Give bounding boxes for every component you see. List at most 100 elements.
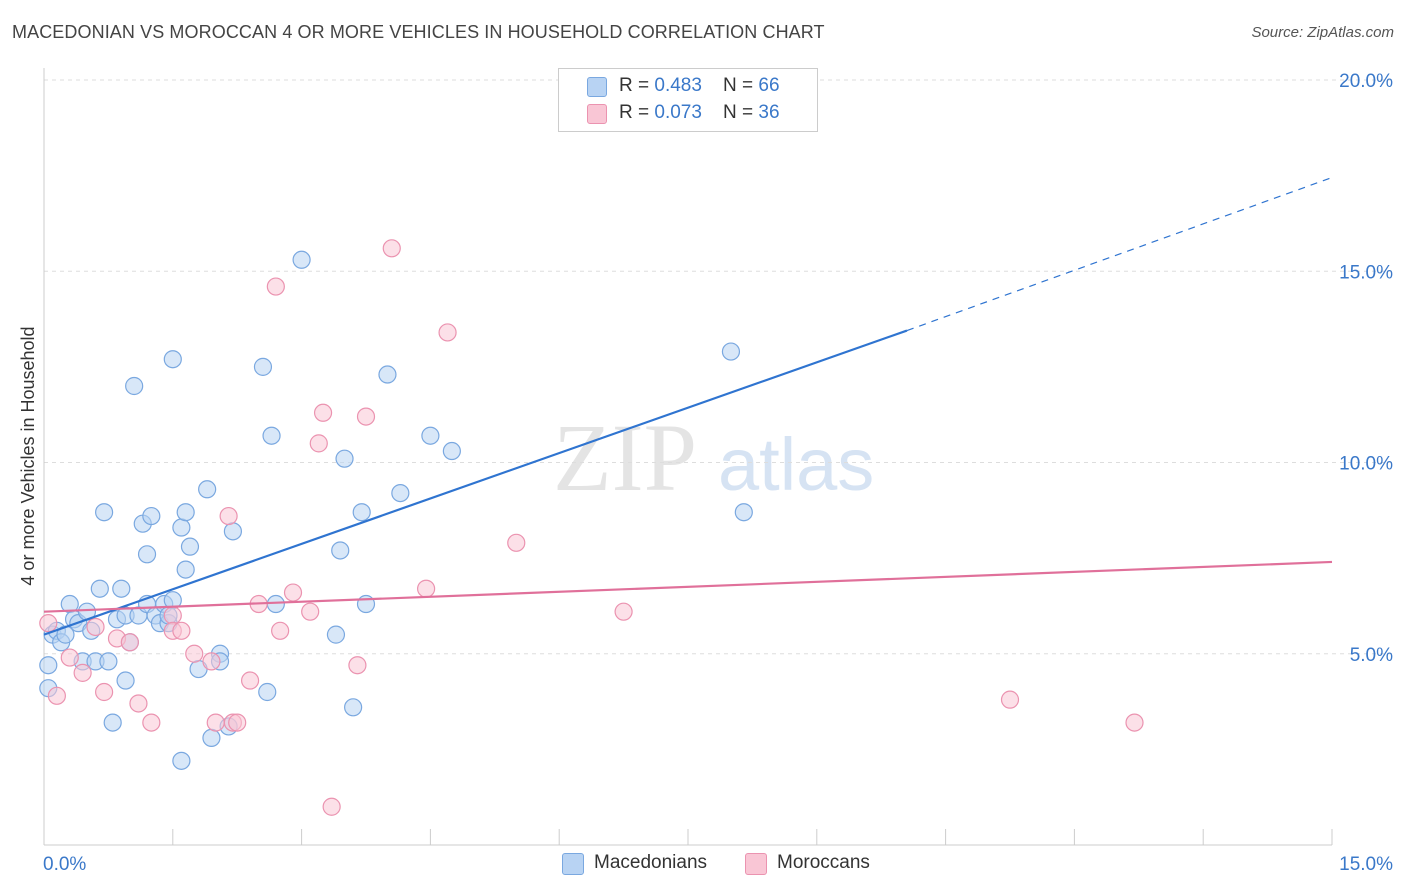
- y-tick-label: 10.0%: [1339, 454, 1393, 475]
- legend-swatch-blue: [587, 77, 607, 97]
- y-tick-label: 20.0%: [1339, 71, 1393, 92]
- moroccans-point: [313, 403, 333, 422]
- macedonians-point: [172, 518, 191, 537]
- macedonians-point: [335, 449, 354, 468]
- moroccans-point: [283, 583, 303, 602]
- moroccans-point: [219, 506, 238, 526]
- moroccans-point: [206, 713, 225, 732]
- moroccans-trend-line: [43, 560, 1333, 613]
- x-tick-label-min: 0.0%: [43, 854, 86, 875]
- moroccans-point: [47, 686, 66, 705]
- moroccans-point: [438, 323, 457, 342]
- moroccans-point: [507, 533, 526, 552]
- macedonians-point: [176, 560, 195, 579]
- moroccans-point: [382, 239, 401, 258]
- moroccans-point: [301, 602, 320, 621]
- macedonians-point: [198, 480, 217, 499]
- macedonians-point: [137, 545, 157, 564]
- moroccans-point: [614, 602, 633, 621]
- macedonians-point: [253, 357, 273, 376]
- moroccans-point: [266, 277, 285, 296]
- macedonians-point: [331, 541, 350, 560]
- watermark: ZIP atlas: [553, 404, 874, 511]
- axis-labels: 5.0% 10.0% 15.0% 20.0% 0.0% 15.0% 4 or more Ve…: [18, 71, 1393, 875]
- macedonians-point: [142, 506, 161, 526]
- legend-swatch-pink: [587, 104, 607, 124]
- legend-r-value: 0.073: [654, 102, 702, 123]
- macedonians-point: [163, 350, 182, 369]
- macedonians-point: [39, 656, 58, 675]
- macedonians-point: [378, 365, 397, 384]
- macedonians-point: [326, 625, 346, 644]
- legend-text-macedonians: R = 0.483 N = 66: [619, 75, 780, 97]
- macedonians-point: [721, 342, 741, 361]
- moroccans-point: [417, 579, 436, 598]
- macedonians-point: [202, 728, 221, 748]
- y-axis-title: 4 or more Vehicles in Household: [18, 326, 38, 585]
- macedonians-point: [99, 652, 118, 671]
- moroccans-points: [39, 239, 1144, 816]
- moroccans-point: [172, 621, 191, 640]
- moroccans-point: [142, 713, 161, 732]
- macedonians-point: [292, 250, 311, 269]
- macedonians-point: [112, 579, 131, 598]
- legend-r-label: R =: [619, 102, 655, 123]
- y-tick-label: 5.0%: [1350, 645, 1393, 666]
- moroccans-point: [185, 644, 204, 663]
- macedonians-point: [258, 682, 277, 702]
- moroccans-point: [240, 671, 260, 690]
- x-tick-label-max: 15.0%: [1339, 854, 1393, 875]
- bottom-legend-label: Macedonians: [594, 852, 708, 873]
- bottom-legend-label: Moroccans: [777, 852, 870, 873]
- macedonians-trend-line: [43, 329, 908, 636]
- macedonians-point: [125, 376, 144, 396]
- moroccans-point: [60, 648, 79, 667]
- macedonians-point: [223, 522, 243, 541]
- bottom-swatch-blue: [562, 853, 584, 875]
- macedonians-point: [391, 484, 410, 503]
- macedonians-point: [172, 751, 191, 770]
- moroccans-point: [129, 694, 148, 713]
- macedonians-point: [103, 713, 122, 732]
- stats-legend: R = 0.483 N = 66 R = 0.073 N = 36: [558, 68, 818, 132]
- macedonians-point: [352, 503, 371, 522]
- macedonians-point: [734, 503, 753, 522]
- macedonians-point: [421, 426, 440, 445]
- moroccans-point: [1125, 713, 1144, 732]
- moroccans-point: [356, 407, 376, 426]
- chart-title: MACEDONIAN VS MOROCCAN 4 OR MORE VEHICLE…: [12, 22, 825, 42]
- y-tick-label: 15.0%: [1339, 262, 1393, 283]
- watermark-zip: ZIP: [553, 404, 697, 511]
- macedonians-point: [180, 537, 200, 556]
- moroccans-point: [163, 606, 182, 625]
- moroccans-point: [228, 713, 247, 732]
- trend-lines: [43, 176, 1333, 636]
- moroccans-point: [86, 617, 105, 637]
- moroccans-point: [39, 614, 58, 633]
- legend-r-label: R =: [619, 75, 655, 96]
- macedonians-trend-extension: [906, 176, 1333, 332]
- moroccans-point: [95, 682, 114, 702]
- moroccans-point: [309, 434, 328, 453]
- bottom-swatch-pink: [745, 853, 767, 875]
- moroccans-point: [120, 633, 139, 652]
- legend-n-value: 66: [758, 75, 780, 96]
- macedonians-point: [116, 671, 135, 690]
- moroccans-point: [348, 656, 367, 675]
- axes: [43, 68, 1333, 846]
- macedonians-point: [442, 441, 461, 461]
- macedonians-point: [344, 698, 363, 717]
- moroccans-point: [1000, 690, 1020, 709]
- moroccans-point: [73, 663, 92, 682]
- legend-n-label: N =: [723, 102, 759, 123]
- legend-n-label: N =: [723, 75, 759, 96]
- macedonians-point: [95, 503, 114, 522]
- source-label: Source: ZipAtlas.com: [1251, 24, 1394, 41]
- watermark-atlas: atlas: [718, 423, 874, 506]
- macedonians-point: [90, 579, 109, 598]
- macedonians-point: [262, 426, 281, 445]
- legend-text-moroccans: R = 0.073 N = 36: [619, 102, 780, 124]
- moroccans-point: [271, 621, 290, 640]
- macedonians-point: [176, 503, 195, 522]
